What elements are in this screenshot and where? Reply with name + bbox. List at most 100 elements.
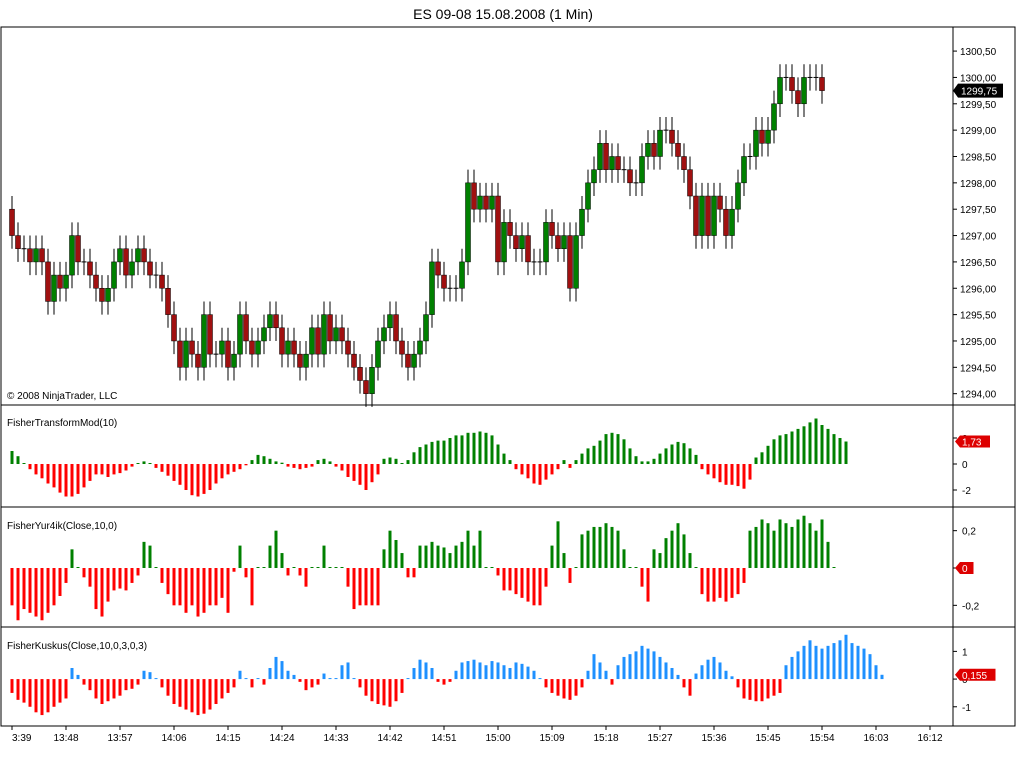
indicator-bar: [688, 448, 692, 464]
candle-body: [801, 77, 807, 105]
fisher-transform-panel[interactable]: 20-21,73: [10, 418, 991, 498]
indicator-bar: [478, 431, 482, 464]
indicator-bar: [862, 648, 866, 680]
candle-body: [309, 327, 315, 355]
indicator-bar: [628, 567, 632, 568]
indicator-bar: [214, 679, 218, 704]
candle-body: [51, 274, 57, 302]
indicator-bar: [748, 530, 752, 568]
indicator-bar: [364, 679, 368, 696]
indicator-bar: [22, 679, 26, 703]
last-price-label: 1299,75: [961, 87, 998, 98]
candle-body: [429, 261, 435, 315]
indicator-bar: [58, 568, 62, 596]
indicator-bar: [508, 568, 512, 591]
indicator-bar: [664, 662, 668, 680]
candle-body: [723, 208, 729, 236]
indicator-bar: [28, 464, 32, 470]
indicator-bar: [526, 666, 530, 680]
candle-body: [231, 353, 237, 368]
candle-body: [471, 182, 477, 210]
candle-body: [675, 143, 681, 157]
indicator-bar: [706, 568, 710, 602]
indicator-bar: [658, 553, 662, 568]
indicator-bar: [436, 679, 440, 682]
last-value-tag: [955, 668, 996, 681]
candle-body: [183, 340, 189, 368]
indicator-bar: [142, 461, 146, 464]
indicator-bar: [772, 530, 776, 568]
indicator-bar: [580, 534, 584, 568]
candle-body: [363, 380, 369, 394]
indicator-bar: [598, 440, 602, 464]
indicator-bar: [472, 432, 476, 464]
indicator-bar: [154, 678, 158, 680]
candle-body: [393, 314, 399, 342]
indicator-bar: [430, 541, 434, 568]
candle-body: [135, 248, 141, 263]
indicator-bar: [496, 662, 500, 680]
candle-body: [699, 195, 705, 236]
candle-body: [423, 314, 429, 342]
candle-body: [39, 248, 45, 263]
time-tick-label: 14:33: [323, 733, 348, 744]
fisher-kuskus-panel[interactable]: 10-10,155: [10, 634, 996, 716]
time-tick-label: 3:39: [12, 733, 32, 744]
candle-body: [543, 222, 549, 263]
indicator-bar: [394, 458, 398, 464]
indicator-bar: [724, 568, 728, 602]
indicator-bar: [496, 444, 500, 464]
price-tick-label: 1294,00: [960, 390, 997, 401]
indicator-bar: [700, 464, 704, 470]
indicator-bar: [52, 679, 56, 707]
indicator-bar: [682, 443, 686, 464]
indicator-bar: [304, 679, 308, 691]
price-panel[interactable]: 1300,50 1300,00 1299,50 1299,00 1298,50 1298,…: [9, 47, 1004, 407]
indicator-bar: [850, 643, 854, 680]
indicator-bar: [460, 435, 464, 464]
indicator-bar: [466, 432, 470, 464]
price-tick-label: 1297,50: [960, 205, 997, 216]
indicator-bar: [616, 434, 620, 464]
indicator-bar: [478, 662, 482, 680]
indicator-bar: [250, 679, 254, 688]
indicator-bar: [304, 464, 308, 468]
candle-body: [321, 314, 327, 355]
indicator-bar: [838, 438, 842, 464]
indicator-bar: [118, 679, 122, 696]
indicator-bar: [802, 645, 806, 680]
indicator-bar: [508, 668, 512, 680]
candle-body: [627, 169, 633, 184]
indicator-bar: [406, 568, 410, 578]
indicator-bar: [496, 568, 500, 576]
indicator-bar: [124, 679, 128, 691]
fisher-yur4ik-panel[interactable]: 0,20-0,20: [10, 515, 980, 621]
indicator-bar: [316, 679, 320, 685]
indicator-bar: [658, 656, 662, 680]
indicator-bar: [292, 567, 296, 568]
candle-body: [735, 182, 741, 210]
indicator-bar: [130, 464, 134, 467]
indicator-bar: [238, 545, 242, 568]
indicator-bar: [106, 679, 110, 702]
indicator-bar: [676, 441, 680, 464]
indicator-bar: [202, 464, 206, 494]
indicator-bar: [610, 432, 614, 464]
indicator-bar: [718, 568, 722, 598]
indicator-bar: [604, 434, 608, 464]
candle-body: [741, 156, 747, 184]
indicator-bar: [760, 452, 764, 464]
indicator-bar: [358, 464, 362, 485]
indicator-bar: [106, 568, 110, 602]
indicator-bar: [148, 463, 152, 464]
indicator-bar: [34, 568, 38, 617]
indicator-bar: [400, 463, 404, 464]
indicator-bar: [388, 530, 392, 568]
indicator-bar: [370, 464, 374, 483]
candle-body: [519, 235, 525, 249]
indicator-bar: [802, 515, 806, 568]
indicator-bar: [664, 448, 668, 464]
candle-body: [387, 314, 393, 329]
indicator-bar: [412, 668, 416, 680]
